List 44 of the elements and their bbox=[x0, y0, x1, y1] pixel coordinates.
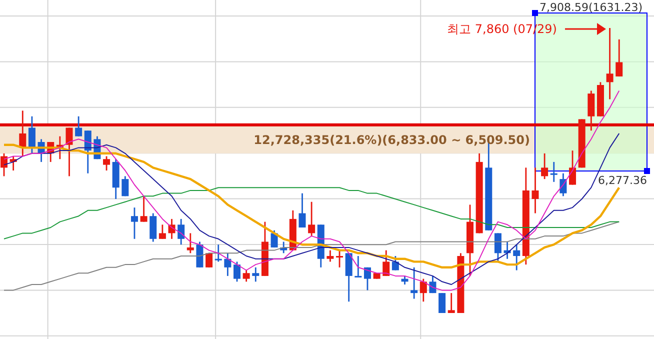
candlestick bbox=[196, 241, 204, 268]
candlestick bbox=[270, 230, 278, 248]
candlestick bbox=[84, 130, 92, 174]
candlestick bbox=[186, 232, 194, 254]
text: 7,908.59(1631.23) bbox=[539, 1, 643, 14]
candlestick bbox=[345, 252, 352, 302]
candlestick bbox=[252, 266, 260, 282]
annotation: 6,277.36 bbox=[598, 174, 647, 187]
candlestick bbox=[326, 250, 334, 262]
candlestick bbox=[513, 244, 520, 271]
candlestick bbox=[242, 270, 250, 282]
candlestick bbox=[130, 206, 138, 240]
candlestick bbox=[308, 201, 316, 237]
candlestick bbox=[392, 255, 399, 271]
candlestick bbox=[103, 156, 110, 172]
candlestick bbox=[224, 252, 232, 277]
candlestick bbox=[214, 244, 222, 262]
candlestick bbox=[66, 127, 73, 177]
candlestick bbox=[550, 161, 558, 183]
candlestick bbox=[616, 38, 623, 78]
candlestick bbox=[158, 224, 166, 240]
candlestick bbox=[336, 250, 344, 268]
candlestick bbox=[588, 90, 595, 132]
candlestick bbox=[420, 278, 427, 302]
candlestick bbox=[606, 27, 614, 100]
candlestick bbox=[298, 192, 306, 228]
candlestick bbox=[140, 195, 148, 222]
candlestick bbox=[448, 292, 455, 314]
candlestick bbox=[75, 116, 82, 137]
candlestick bbox=[28, 116, 36, 154]
candlestick bbox=[541, 152, 548, 180]
candlestick bbox=[532, 166, 539, 214]
candlestick bbox=[206, 252, 213, 268]
candlestick bbox=[122, 176, 129, 197]
candlestick bbox=[150, 212, 157, 242]
candlestick bbox=[234, 261, 240, 282]
candlestick bbox=[438, 292, 446, 314]
candlestick bbox=[410, 266, 418, 300]
candlestick bbox=[494, 232, 502, 262]
candlestick bbox=[569, 150, 576, 186]
candlestick bbox=[178, 218, 185, 246]
band-label: 12,728,335(21.6%)(6,833.00 ~ 6,509.50) bbox=[254, 133, 530, 148]
candlestick bbox=[354, 255, 362, 278]
candlestick bbox=[382, 250, 390, 277]
